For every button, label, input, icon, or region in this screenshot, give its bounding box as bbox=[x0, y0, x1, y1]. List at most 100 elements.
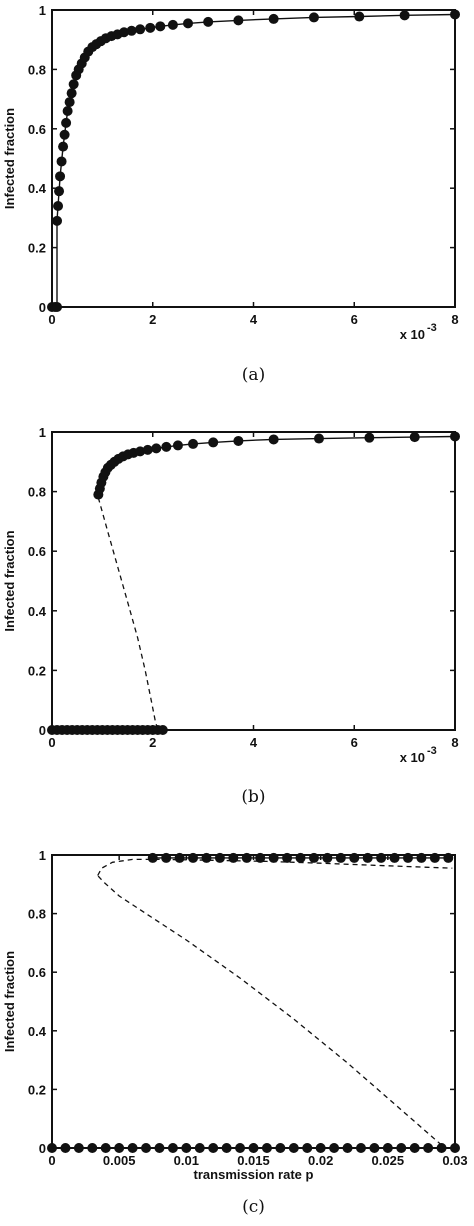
data-point bbox=[141, 1143, 152, 1153]
chart-panel-1: 0 2 4 6 8 0 0.2 0.4 0.6 0.8 1 Infected fraction x 10… bbox=[2, 3, 460, 385]
y-tick-label: 0.6 bbox=[28, 122, 46, 137]
data-point bbox=[145, 22, 156, 33]
data-point bbox=[167, 1143, 178, 1153]
y-tick-label: 0.2 bbox=[28, 241, 46, 256]
data-point bbox=[248, 1143, 259, 1153]
data-point bbox=[308, 12, 319, 23]
data-point bbox=[443, 852, 454, 863]
x-tick-label: 2 bbox=[149, 312, 156, 327]
data-point bbox=[188, 438, 199, 449]
data-point bbox=[308, 852, 319, 863]
data-point bbox=[208, 1143, 219, 1153]
data-point bbox=[268, 13, 279, 24]
data-point bbox=[64, 97, 75, 108]
chart-panel-3: 0 0.005 0.01 0.015 0.02 0.025 0.03 0 0.2 0.4 0.6 0.… bbox=[2, 848, 468, 1217]
data-point bbox=[315, 1143, 326, 1153]
data-point bbox=[275, 1143, 286, 1153]
data-point bbox=[329, 1143, 340, 1153]
data-point bbox=[53, 201, 64, 212]
series-line-3 bbox=[97, 497, 159, 731]
data-point bbox=[203, 16, 214, 27]
y-tick-label: 0.4 bbox=[28, 1024, 47, 1039]
plot-frame bbox=[51, 431, 456, 731]
panel-caption: (a) bbox=[242, 365, 265, 385]
x-tick-label: 4 bbox=[250, 312, 258, 327]
series-line-2 bbox=[97, 435, 456, 495]
y-tick-label: 0.6 bbox=[28, 965, 46, 980]
data-point bbox=[389, 852, 400, 863]
x-tick-label: 4 bbox=[250, 735, 258, 750]
data-point bbox=[127, 1143, 138, 1153]
y-tick-label: 0.6 bbox=[28, 544, 46, 559]
data-point bbox=[161, 852, 172, 863]
y-axis-label: Infected fraction bbox=[2, 951, 17, 1052]
data-point bbox=[55, 171, 66, 182]
data-point bbox=[235, 1143, 246, 1153]
y-tick-label: 0.2 bbox=[28, 1082, 46, 1097]
data-point bbox=[58, 141, 69, 152]
data-point bbox=[221, 1143, 232, 1153]
x-tick-label: 0.01 bbox=[174, 1153, 199, 1168]
data-point bbox=[135, 446, 146, 457]
y-tick-label: 0.8 bbox=[28, 907, 46, 922]
data-point bbox=[52, 215, 63, 226]
data-point bbox=[342, 1143, 353, 1153]
data-point bbox=[54, 186, 65, 197]
x-tick-label: 0.02 bbox=[308, 1153, 333, 1168]
data-point bbox=[261, 1143, 272, 1153]
y-axis-label: Infected fraction bbox=[2, 108, 17, 209]
data-point bbox=[450, 1143, 460, 1153]
data-point bbox=[288, 1143, 299, 1153]
data-point bbox=[172, 440, 183, 451]
data-point bbox=[295, 852, 306, 863]
data-point bbox=[114, 1143, 125, 1153]
data-point bbox=[436, 1143, 447, 1153]
data-point bbox=[268, 434, 279, 445]
data-point bbox=[154, 1143, 165, 1153]
data-point bbox=[402, 852, 413, 863]
data-point bbox=[349, 852, 360, 863]
data-point bbox=[214, 852, 225, 863]
data-point bbox=[233, 435, 244, 446]
x-multiplier-label: x 10 bbox=[400, 750, 425, 765]
data-point bbox=[355, 1143, 366, 1153]
data-point bbox=[60, 1143, 71, 1153]
y-tick-label: 1 bbox=[39, 3, 46, 18]
data-point bbox=[409, 432, 420, 443]
x-multiplier-exponent: -3 bbox=[427, 322, 437, 334]
data-point bbox=[194, 1143, 205, 1153]
data-point bbox=[174, 852, 185, 863]
panel-caption: (b) bbox=[241, 787, 265, 807]
data-point bbox=[364, 432, 375, 443]
data-point bbox=[282, 852, 293, 863]
x-tick-label: 0.015 bbox=[237, 1153, 270, 1168]
data-point bbox=[181, 1143, 192, 1153]
data-point bbox=[450, 431, 460, 442]
data-point bbox=[188, 852, 199, 863]
data-point bbox=[382, 1143, 393, 1153]
data-point bbox=[313, 433, 324, 444]
x-tick-label: 0 bbox=[48, 312, 55, 327]
data-point bbox=[126, 25, 137, 36]
panel-caption: (c) bbox=[242, 1197, 265, 1217]
data-point bbox=[416, 852, 427, 863]
data-point bbox=[100, 1143, 111, 1153]
data-point bbox=[429, 852, 440, 863]
data-point bbox=[73, 1143, 84, 1153]
data-point bbox=[423, 1143, 434, 1153]
plot-frame bbox=[51, 854, 456, 1149]
data-point bbox=[183, 18, 194, 29]
data-point bbox=[233, 15, 244, 26]
data-point bbox=[87, 1143, 98, 1153]
data-point bbox=[59, 129, 70, 140]
data-point bbox=[255, 852, 266, 863]
x-tick-label: 0 bbox=[48, 735, 55, 750]
y-tick-label: 0.4 bbox=[28, 181, 47, 196]
data-point bbox=[155, 21, 166, 32]
data-point bbox=[161, 441, 172, 452]
data-point bbox=[167, 19, 178, 30]
data-point bbox=[135, 24, 146, 35]
y-axis-label: Infected fraction bbox=[2, 530, 17, 631]
data-point bbox=[151, 443, 162, 454]
x-tick-label: 0.025 bbox=[372, 1153, 405, 1168]
